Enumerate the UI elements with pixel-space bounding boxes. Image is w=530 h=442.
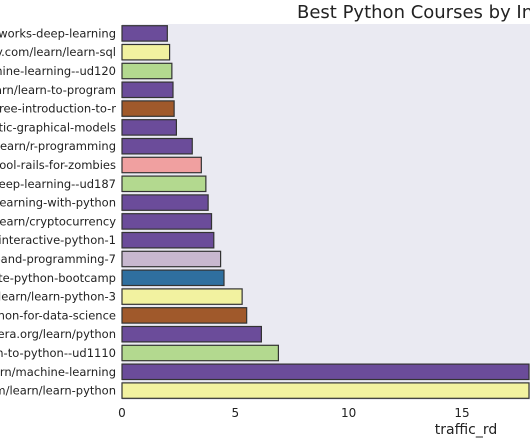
bar-7 (121, 137, 193, 155)
bar-5 (121, 100, 175, 117)
bar-15 (121, 288, 243, 305)
y-tick-label: learn/cryptocurrency (0, 214, 116, 228)
chart-title: Best Python Courses by Inte (297, 2, 530, 23)
y-tick-label: tworks-deep-learning (0, 26, 116, 40)
bar-16 (121, 307, 248, 324)
y-tick-label: hine-learning--ud120 (0, 64, 116, 78)
y-tick-label: stic-graphical-models (0, 120, 116, 134)
x-tick-label: 15 (454, 406, 469, 420)
y-tick-label: on-to-python--ud1110 (0, 346, 116, 360)
bar-13 (121, 250, 222, 268)
bar-17 (121, 325, 262, 343)
bar-12 (121, 231, 215, 249)
bar-14 (121, 269, 225, 287)
y-tick-label: /learn/r-programming (0, 139, 116, 153)
x-tick-label: 10 (341, 406, 356, 420)
y-tick-label: deep-learning--ud187 (0, 177, 116, 191)
bar-10 (121, 194, 209, 211)
y-tick-label: -learning-with-python (0, 196, 116, 210)
bar-1 (121, 25, 168, 42)
y-tick-label: earn/learn-to-program (0, 83, 116, 97)
y-tick-label: y.com/learn/learn-sql (0, 45, 116, 59)
plot-background (122, 24, 530, 400)
bar-20 (121, 382, 530, 399)
y-tick-label: m/learn/learn-python (0, 384, 116, 398)
y-tick-label: free-introduction-to-r (0, 102, 116, 116)
bar-18 (121, 344, 279, 362)
y-tick-label: hon-for-data-science (0, 308, 116, 322)
bar-9 (121, 175, 207, 193)
y-tick-label: ete-python-bootcamp (0, 271, 116, 285)
bar-4 (121, 81, 174, 99)
y-tick-label: sera.org/learn/python (0, 327, 116, 341)
bar-11 (121, 213, 213, 230)
y-tick-label: /learn/learn-python-3 (0, 290, 116, 304)
x-tick-label: 0 (118, 406, 126, 420)
bar-6 (121, 119, 178, 136)
y-tick-label: hool-rails-for-zombies (0, 158, 116, 172)
y-tick-label: learn/machine-learning (0, 365, 116, 379)
bar-8 (121, 156, 202, 174)
y-tick-label: e-and-programming-7 (0, 252, 116, 266)
bar-19 (121, 363, 530, 381)
x-axis-label: traffic_rd (435, 422, 497, 438)
y-tick-label: /interactive-python-1 (0, 233, 116, 247)
x-tick-label: 5 (232, 406, 240, 420)
bar-3 (121, 62, 173, 80)
bar-2 (121, 43, 171, 61)
